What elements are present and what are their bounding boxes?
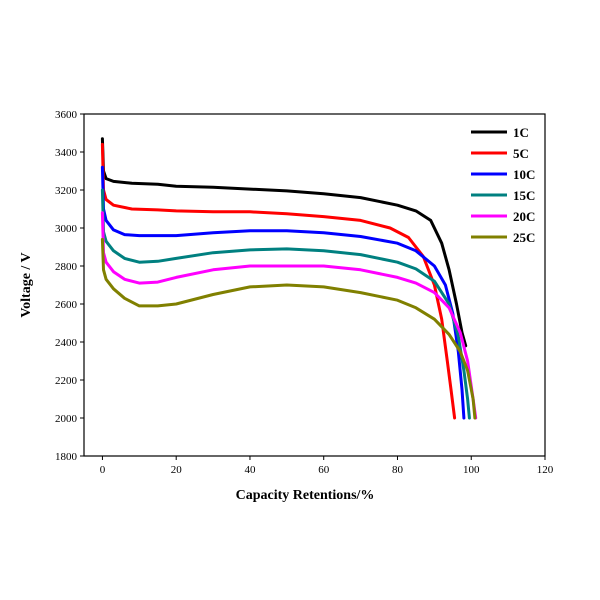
plot-frame (83, 113, 546, 457)
legend-label-20c: 20C (513, 209, 535, 224)
y-tick-label: 3600 (55, 109, 78, 121)
y-tick-label: 2400 (55, 337, 78, 349)
series-line-10c (100, 165, 466, 420)
y-tick-label: 3200 (55, 185, 78, 197)
y-tick-label: 2600 (55, 299, 78, 311)
series-line-25c (100, 237, 477, 420)
x-axis-label: Capacity Retentions/% (236, 488, 375, 503)
legend-label-5c: 5C (513, 146, 529, 161)
y-tick-label: 2000 (55, 413, 78, 425)
legend: 1C 5C 10C 15C 20C 25C (471, 125, 535, 245)
y-tick-label: 3000 (55, 223, 78, 235)
legend-label-15c: 15C (513, 188, 535, 203)
x-tick-label: 80 (392, 464, 404, 476)
legend-label-1c: 1C (513, 125, 529, 140)
series-line-5c (100, 142, 457, 420)
y-tick-label: 2200 (55, 375, 78, 387)
y-tick-label: 3400 (55, 147, 78, 159)
x-tick-label: 120 (537, 464, 554, 476)
legend-label-25c: 25C (513, 230, 535, 245)
series-line-1c (100, 137, 468, 348)
series-line-20c (100, 211, 478, 420)
series-line-15c (100, 188, 471, 420)
x-tick-label: 60 (318, 464, 330, 476)
series-lines (100, 137, 478, 420)
x-tick-label: 40 (244, 464, 256, 476)
x-tick-label: 0 (100, 464, 106, 476)
y-axis-label: Voltage / V (19, 252, 34, 317)
x-tick-label: 20 (171, 464, 183, 476)
legend-label-10c: 10C (513, 167, 535, 182)
axis-ticks: 0 20 40 60 80 100 120 1800 2000 2200 2400 2600 2800 3… (55, 109, 554, 476)
y-tick-label: 1800 (55, 451, 78, 463)
x-tick-label: 100 (463, 464, 480, 476)
y-tick-label: 2800 (55, 261, 78, 273)
